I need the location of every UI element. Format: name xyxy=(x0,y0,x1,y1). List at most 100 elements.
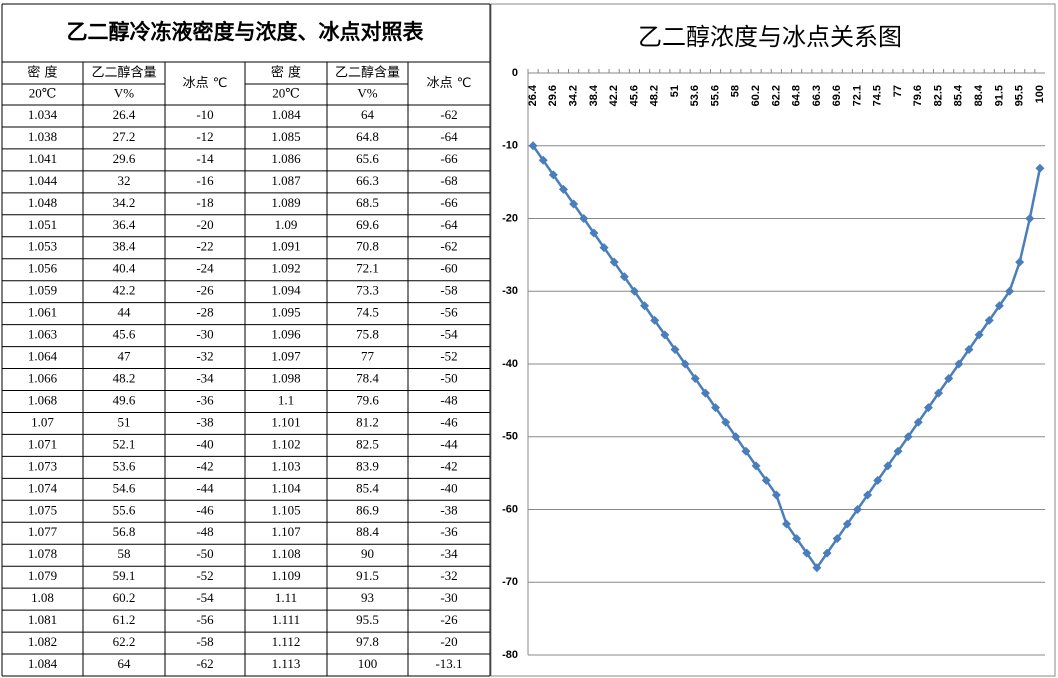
data-point xyxy=(711,403,721,413)
table-cell: 1.111 xyxy=(272,612,300,627)
data-point xyxy=(558,184,568,194)
data-point xyxy=(792,534,802,544)
table-cell: 82.5 xyxy=(356,436,379,451)
table-cell: 1.059 xyxy=(28,283,57,298)
x-tick-label: 58 xyxy=(730,85,742,97)
data-point xyxy=(822,548,832,558)
data-point xyxy=(599,243,609,253)
column-subheader: V% xyxy=(114,85,134,100)
column-header: 冰点 ℃ xyxy=(183,76,228,91)
table-cell: -12 xyxy=(196,129,213,144)
table-cell: -10 xyxy=(196,107,213,122)
table-cell: 1.064 xyxy=(28,349,58,364)
data-point xyxy=(994,301,1004,311)
table-cell: 97.8 xyxy=(356,634,379,649)
table-cell: 64 xyxy=(361,107,375,122)
data-point xyxy=(1025,214,1035,223)
table-cell: -18 xyxy=(196,195,213,210)
column-subheader: V% xyxy=(357,85,377,100)
table-cell: 1.074 xyxy=(28,480,58,495)
data-point xyxy=(1015,257,1025,267)
y-tick-label: -60 xyxy=(502,503,518,515)
table-cell: 69.6 xyxy=(356,217,379,232)
table-cell: -68 xyxy=(440,173,457,188)
data-point xyxy=(1005,286,1015,296)
table-cell: 1.104 xyxy=(271,480,301,495)
table-cell: 26.4 xyxy=(113,107,136,122)
table-cell: 75.8 xyxy=(356,327,379,342)
table-cell: 1.103 xyxy=(271,458,300,473)
data-point xyxy=(802,548,812,558)
table-cell: 61.2 xyxy=(113,612,136,627)
table-cell: 29.6 xyxy=(113,151,136,166)
table-cell: 1.105 xyxy=(271,502,300,517)
table-cell: 1.073 xyxy=(28,458,57,473)
data-point xyxy=(731,432,741,442)
table-cell: 60.2 xyxy=(113,590,136,605)
table-cell: 1.061 xyxy=(28,305,57,320)
data-point xyxy=(1035,163,1045,173)
table-cell: -50 xyxy=(196,546,213,561)
data-point xyxy=(721,417,731,427)
table-cell: 1.085 xyxy=(271,129,300,144)
table-cell: 1.092 xyxy=(271,261,300,276)
x-tick-label: 45.6 xyxy=(628,85,640,106)
data-point xyxy=(842,519,852,529)
data-point xyxy=(538,155,548,165)
table-cell: 70.8 xyxy=(356,239,379,254)
table-cell: -16 xyxy=(196,173,214,188)
table-cell: 1.1 xyxy=(278,392,294,407)
table-cell: -36 xyxy=(196,392,214,407)
table-cell: 1.086 xyxy=(271,151,301,166)
data-point xyxy=(893,446,903,456)
table-cell: 1.089 xyxy=(271,195,300,210)
table-cell: -52 xyxy=(440,349,457,364)
table-cell: 93 xyxy=(361,590,374,605)
x-tick-label: 66.3 xyxy=(811,85,823,106)
table-cell: 1.056 xyxy=(28,261,58,276)
table-cell: 1.087 xyxy=(271,173,301,188)
data-point xyxy=(629,286,639,296)
table-cell: -26 xyxy=(196,283,214,298)
table-cell: -52 xyxy=(196,568,213,583)
table-cell: 95.5 xyxy=(356,612,379,627)
y-tick-label: -20 xyxy=(502,212,518,224)
column-subheader: 20℃ xyxy=(29,85,57,100)
table-cell: -64 xyxy=(440,217,458,232)
table-cell: -30 xyxy=(440,590,457,605)
x-tick-label: 91.5 xyxy=(993,85,1005,106)
x-tick-label: 62.2 xyxy=(770,85,782,106)
table-cell: 49.6 xyxy=(113,392,136,407)
data-point xyxy=(548,170,558,180)
table-cell: -62 xyxy=(440,107,457,122)
table-cell: 1.038 xyxy=(28,129,57,144)
data-point xyxy=(528,141,538,151)
table-cell: 1.066 xyxy=(28,371,58,386)
x-tick-label: 26.4 xyxy=(527,84,539,106)
table-cell: -64 xyxy=(440,129,458,144)
table-cell: 1.108 xyxy=(271,546,300,561)
table-cell: 1.053 xyxy=(28,239,57,254)
data-point xyxy=(863,490,873,500)
column-header: 密 度 xyxy=(271,65,301,81)
table-cell: -66 xyxy=(440,195,458,210)
x-tick-label: 51 xyxy=(669,85,681,97)
table-cell: -50 xyxy=(440,371,457,386)
table-cell: 1.051 xyxy=(28,217,57,232)
data-point xyxy=(660,330,670,340)
table-cell: -26 xyxy=(440,612,458,627)
table-cell: 1.095 xyxy=(271,305,300,320)
table-cell: -40 xyxy=(440,480,457,495)
table-cell: -34 xyxy=(196,371,214,386)
table-cell: 1.082 xyxy=(28,634,57,649)
table-cell: 42.2 xyxy=(113,283,136,298)
table-cell: 1.098 xyxy=(271,371,300,386)
table-cell: -54 xyxy=(196,590,214,605)
table-cell: 1.109 xyxy=(271,568,300,583)
x-tick-label: 100 xyxy=(1034,85,1046,103)
data-point xyxy=(751,461,761,471)
table-cell: 1.097 xyxy=(271,349,301,364)
table-cell: 1.107 xyxy=(271,524,301,539)
table-cell: 1.068 xyxy=(28,392,57,407)
table-cell: 68.5 xyxy=(356,195,379,210)
